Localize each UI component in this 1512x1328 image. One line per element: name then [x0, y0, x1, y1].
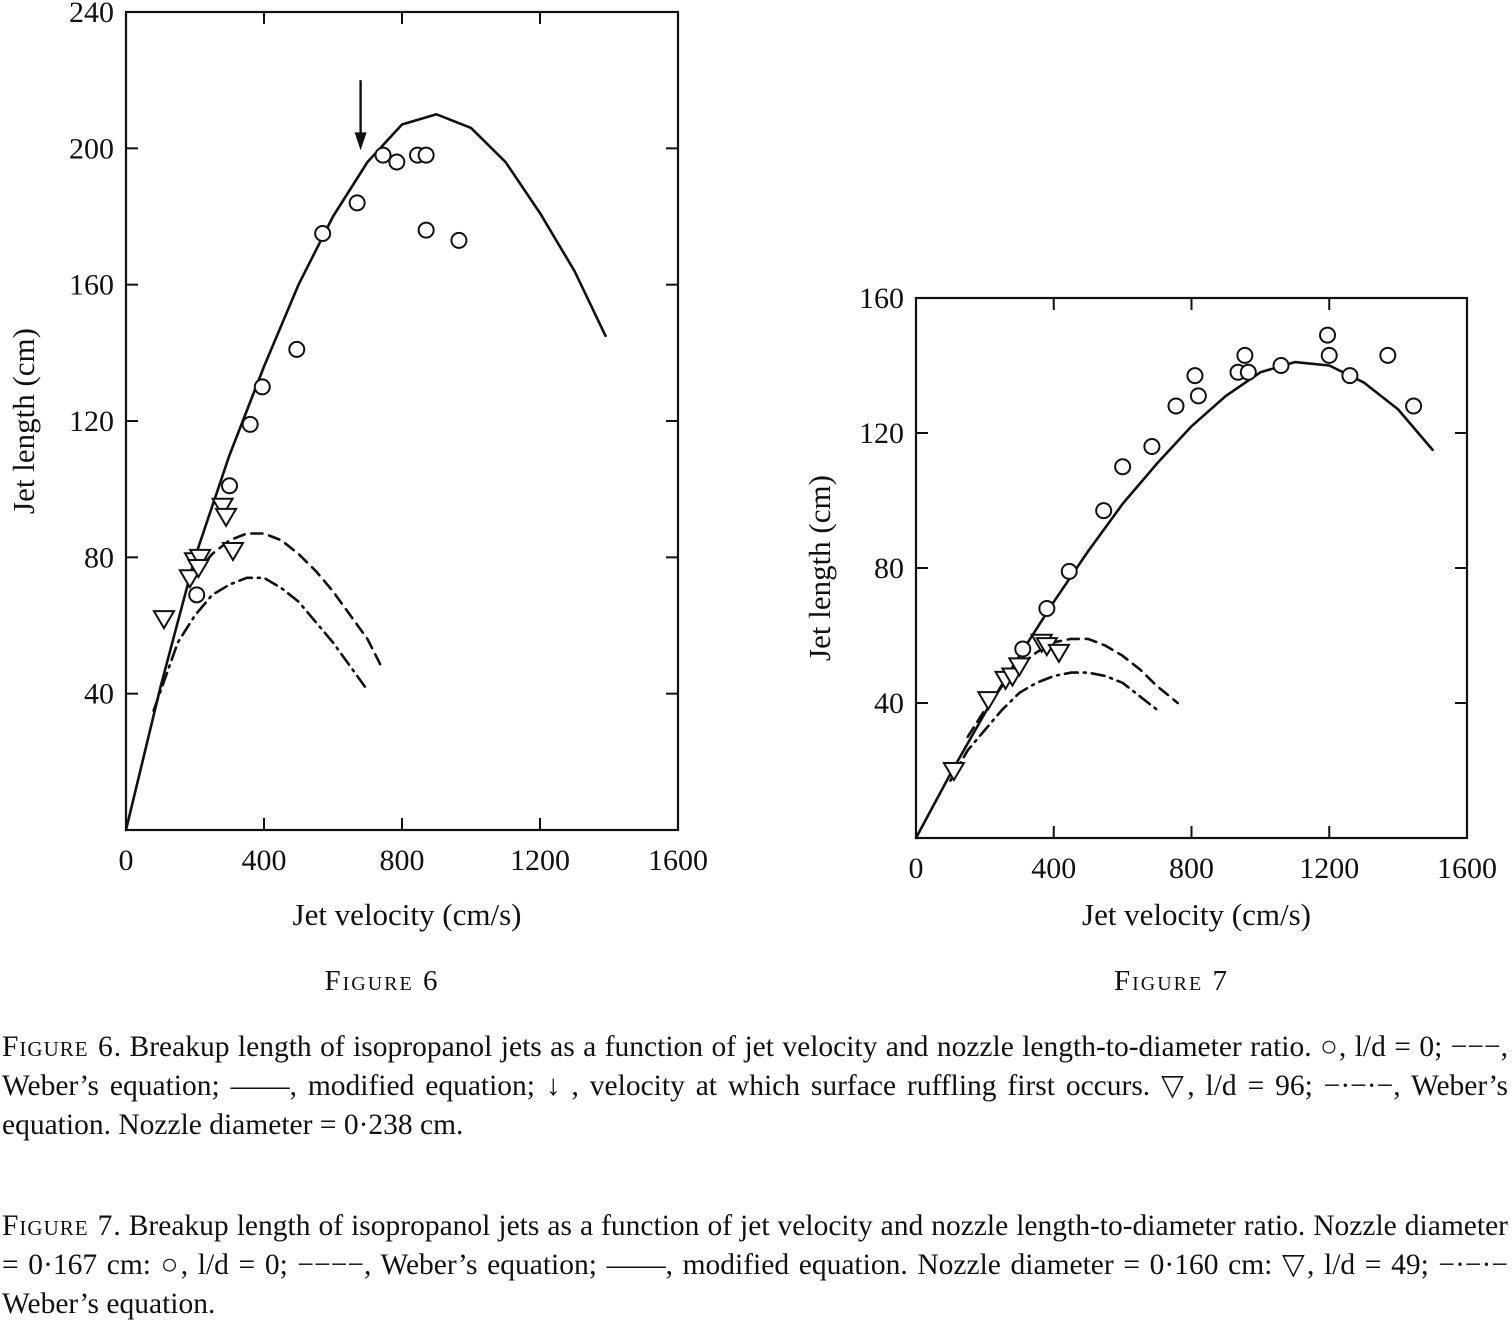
fig6-solid-curve [124, 113, 607, 832]
fig7-x-tick-label: 0 [909, 852, 924, 885]
fig7-x-tick-label: 800 [1169, 852, 1214, 885]
fig6-dashed-curve [193, 532, 383, 668]
fig6-circle-point [241, 415, 259, 433]
fig7-circle-point [1319, 326, 1337, 344]
fig7-circle-point [1405, 397, 1423, 415]
fig6-y-tick-label: 120 [69, 405, 114, 438]
fig7-circle-point [1143, 438, 1161, 455]
fig7-circle-point [1038, 600, 1056, 617]
fig6-circle-point [417, 146, 435, 164]
fig7-x-tick-label: 1600 [1437, 852, 1497, 885]
figure-6-caption: Figure 6. Breakup length of isopropanol … [2, 1028, 1508, 1145]
fig7-circle-point [1014, 640, 1032, 658]
fig6-x-tick-label: 0 [119, 844, 134, 877]
figure-7-caption-text: . Breakup length of isopropanol jets as … [2, 1210, 1508, 1320]
fig6-circle-point [388, 153, 406, 171]
fig7-circle-point [1341, 367, 1359, 385]
fig6-y-tick-label: 240 [69, 0, 114, 29]
fig6-y-axis-title: Jet length (cm) [6, 328, 41, 514]
fig7-circle-point [1060, 562, 1078, 580]
fig7-circle-point [1379, 346, 1397, 364]
fig7-solid-curve [914, 360, 1434, 840]
fig6-x-tick-label: 1600 [648, 844, 708, 877]
fig6-dash-dot-curve [152, 576, 369, 713]
fig6-circle-point [188, 586, 206, 604]
fig7-triangle-point [1047, 643, 1071, 664]
fig7-triangle-point [976, 691, 1001, 712]
fig6-circle-point [348, 194, 366, 212]
fig6-chart: 0 400 800 1200 1600 40 80 120 160 200 240 Jet veloc… [6, 0, 708, 997]
fig7-chart: 0 400 800 1200 1600 40 80 120 160 Jet velocity (c… [802, 282, 1497, 997]
figure-7-caption: Figure 7. Breakup length of isopropanol … [2, 1207, 1508, 1324]
fig6-circle-point [253, 378, 271, 396]
fig7-x-tick-label: 400 [1031, 852, 1076, 885]
fig6-x-tick-label: 800 [380, 844, 425, 877]
fig7-circle-point [1236, 346, 1254, 364]
fig6-y-tick-label: 40 [84, 678, 114, 711]
fig6-triangle-point [221, 542, 245, 562]
fig6-triangle-point [188, 548, 212, 569]
fig7-y-tick-label: 80 [874, 552, 904, 585]
fig6-x-tick-label: 1200 [510, 844, 570, 877]
fig6-x-axis-title: Jet velocity (cm/s) [293, 897, 522, 932]
fig7-circle-point [1114, 458, 1132, 476]
fig6-triangle-point [210, 497, 235, 518]
fig7-dashed-curve [966, 637, 1179, 739]
fig7-dash-dot-curve [949, 671, 1159, 782]
fig7-x-axis-title: Jet velocity (cm/s) [1082, 897, 1311, 932]
fig6-y-tick-label: 200 [69, 132, 114, 165]
fig6-triangle-point [186, 559, 211, 580]
fig7-circle-point [1272, 357, 1290, 374]
fig6-y-tick-label: 160 [69, 269, 114, 302]
fig7-x-tick-label: 1200 [1299, 852, 1359, 885]
fig7-circle-point [1320, 346, 1338, 364]
fig7-circle-point [1189, 387, 1207, 405]
fig6-circle-point [314, 225, 332, 243]
fig7-circle-point [1095, 502, 1113, 520]
fig7-triangle-point [1007, 657, 1032, 678]
fig7-y-tick-label: 120 [859, 417, 904, 450]
fig7-circle-point [1186, 367, 1204, 385]
figure-7-caption-label: Figure 7 [2, 1210, 114, 1242]
fig7-triangle-point [942, 762, 966, 782]
fig6-x-tick-label: 400 [242, 844, 287, 877]
fig7-y-axis-title: Jet length (cm) [802, 475, 837, 661]
fig6-triangle-point [214, 507, 238, 528]
fig6-y-tick-label: 80 [84, 541, 114, 574]
fig6-circle-point [221, 477, 238, 495]
fig6-circle-point [374, 146, 392, 164]
fig7-circle-point [1239, 363, 1257, 381]
figure-6-caption-text: . Breakup length of isopropanol jets as … [2, 1031, 1508, 1141]
fig6-plot-frame [124, 10, 680, 832]
fig6-triangle-point [152, 610, 176, 631]
fig7-circle-point [1167, 397, 1185, 415]
fig6-figure-label: Figure 6 [325, 965, 440, 997]
fig6-circle-point [450, 231, 468, 249]
fig6-arrow-head [354, 132, 367, 151]
fig6-circle-point [417, 221, 435, 239]
fig7-y-tick-label: 40 [874, 687, 904, 720]
fig7-figure-label: Figure 7 [1114, 965, 1229, 997]
fig6-circle-point [288, 340, 306, 358]
fig6-triangle-point [178, 569, 202, 590]
fig7-y-tick-label: 160 [859, 282, 904, 315]
figure-6-caption-label: Figure 6 [2, 1031, 114, 1063]
